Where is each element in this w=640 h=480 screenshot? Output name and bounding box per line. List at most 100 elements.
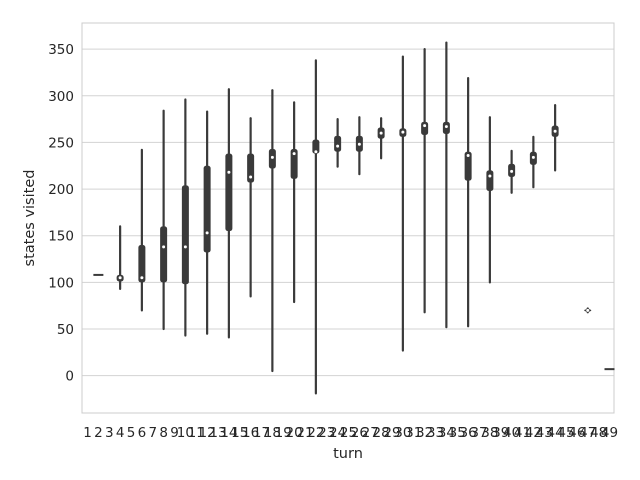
y-tick-label: 200	[48, 182, 74, 198]
x-tick-label: 46	[568, 425, 585, 441]
x-tick-label: 29	[383, 425, 400, 441]
x-tick-label: 21	[296, 425, 313, 441]
x-tick-label: 5	[127, 425, 136, 441]
x-tick-label: 45	[557, 425, 574, 441]
violin-median	[531, 155, 536, 160]
violin-median	[509, 169, 514, 174]
y-tick-label: 0	[65, 369, 74, 385]
y-axis-ticks: 0 50 100 150 200 250 300 350	[48, 42, 74, 385]
x-tick-label: 49	[601, 425, 618, 441]
x-tick-label: 48	[590, 425, 607, 441]
x-tick-label: 44	[547, 425, 564, 441]
x-tick-label: 43	[536, 425, 553, 441]
violin-turn-22	[312, 59, 320, 395]
x-tick-label: 26	[351, 425, 368, 441]
x-tick-label: 4	[116, 425, 125, 441]
y-tick-label: 100	[48, 275, 74, 291]
x-tick-label: 16	[242, 425, 259, 441]
violin-turn-14	[225, 88, 233, 339]
x-tick-label: 7	[148, 425, 157, 441]
violin-turn-47	[584, 307, 592, 314]
violin-median	[400, 130, 405, 135]
violin-median	[183, 244, 188, 250]
violins	[93, 41, 615, 395]
x-tick-label: 24	[329, 425, 346, 441]
x-tick-label: 15	[231, 425, 248, 441]
violin-median	[226, 170, 231, 175]
x-tick-label: 20	[286, 425, 303, 441]
violin-iqr	[225, 153, 233, 232]
violin-iqr	[203, 165, 211, 253]
x-tick-label: 11	[188, 425, 205, 441]
x-tick-label: 38	[481, 425, 498, 441]
violin-median	[379, 130, 384, 136]
x-tick-label: 17	[253, 425, 270, 441]
violin-median	[292, 151, 297, 156]
x-tick-label: 2	[94, 425, 103, 441]
grid-lines	[82, 48, 614, 377]
violin-median	[466, 153, 471, 158]
x-tick-label: 31	[405, 425, 422, 441]
violin-turn-34	[442, 41, 450, 329]
violin-median	[335, 144, 340, 149]
violin-iqr	[334, 135, 342, 152]
x-tick-label: 40	[503, 425, 520, 441]
violin-turn-18	[268, 89, 276, 373]
violin-median	[487, 173, 492, 179]
x-tick-label: 34	[438, 425, 455, 441]
x-tick-label: 10	[177, 425, 194, 441]
violin-median	[270, 155, 275, 160]
y-tick-label: 50	[57, 322, 74, 338]
x-tick-label: 22	[307, 425, 324, 441]
y-axis-label: states visited	[22, 170, 38, 267]
violin-turn-40	[508, 149, 516, 194]
plot-frame	[81, 22, 615, 414]
x-tick-label: 35	[449, 425, 466, 441]
x-tick-label: 32	[416, 425, 433, 441]
violin-turn-4	[116, 225, 124, 291]
violin-turn-12	[203, 110, 211, 335]
violin-median	[553, 129, 558, 134]
x-axis-label: turn	[333, 446, 363, 462]
x-tick-label: 41	[514, 425, 531, 441]
violin-iqr	[464, 151, 472, 181]
x-tick-label: 30	[394, 425, 411, 441]
x-tick-label: 9	[170, 425, 179, 441]
violin-turn-26	[355, 116, 363, 176]
x-tick-label: 8	[159, 425, 168, 441]
x-tick-label: 37	[470, 425, 487, 441]
x-tick-label: 3	[105, 425, 114, 441]
y-tick-label: 250	[48, 135, 74, 151]
violin-turn-24	[334, 118, 342, 168]
violin-iqr	[312, 139, 320, 154]
x-tick-label: 25	[340, 425, 357, 441]
violin-median	[313, 149, 318, 154]
violin-median	[444, 124, 449, 129]
violin-turn-16	[247, 117, 255, 298]
violin-turn-6	[138, 148, 146, 312]
x-tick-label: 13	[209, 425, 226, 441]
violin-iqr	[181, 185, 189, 285]
violin-turn-28	[377, 117, 385, 160]
violin-iqr	[486, 170, 494, 191]
x-tick-label: 14	[220, 425, 237, 441]
violin-median	[161, 244, 166, 250]
violin-median	[248, 174, 253, 180]
x-tick-label: 18	[264, 425, 281, 441]
x-tick-label: 23	[318, 425, 335, 441]
violin-turn-38	[486, 116, 494, 284]
violin-median	[585, 308, 590, 313]
x-axis-ticks: 1 2 3 4 5 6 7 8 91011121314151617181920212223242…	[83, 425, 618, 441]
violin-median	[139, 275, 144, 280]
x-tick-label: 12	[199, 425, 216, 441]
violin-turn-36	[464, 76, 472, 328]
violin-turn-10	[181, 98, 189, 337]
violin-median	[118, 275, 123, 280]
x-tick-label: 27	[362, 425, 379, 441]
x-tick-label: 36	[460, 425, 477, 441]
violin-turn-42	[529, 135, 537, 189]
x-tick-label: 47	[579, 425, 596, 441]
violin-iqr	[138, 245, 146, 283]
x-tick-label: 19	[275, 425, 292, 441]
